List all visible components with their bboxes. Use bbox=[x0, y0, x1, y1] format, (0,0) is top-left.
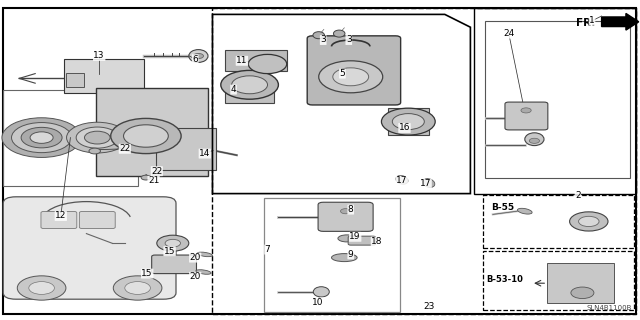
Circle shape bbox=[125, 282, 150, 294]
Circle shape bbox=[333, 68, 369, 86]
Text: 22: 22 bbox=[151, 167, 163, 176]
Circle shape bbox=[571, 287, 594, 299]
Ellipse shape bbox=[197, 252, 212, 257]
Circle shape bbox=[12, 123, 72, 153]
Text: 16: 16 bbox=[399, 124, 410, 132]
Circle shape bbox=[221, 70, 278, 99]
FancyBboxPatch shape bbox=[156, 128, 216, 170]
FancyBboxPatch shape bbox=[96, 88, 208, 176]
FancyArrow shape bbox=[602, 13, 639, 30]
Circle shape bbox=[570, 212, 608, 231]
Circle shape bbox=[29, 282, 54, 294]
Text: 17: 17 bbox=[396, 176, 408, 185]
Circle shape bbox=[579, 216, 599, 227]
Ellipse shape bbox=[89, 148, 100, 154]
Text: 11: 11 bbox=[236, 56, 248, 65]
FancyBboxPatch shape bbox=[547, 263, 614, 303]
Text: 24: 24 bbox=[503, 29, 515, 38]
Text: B-55: B-55 bbox=[492, 204, 515, 212]
FancyBboxPatch shape bbox=[79, 212, 115, 228]
Ellipse shape bbox=[152, 172, 162, 175]
Text: 18: 18 bbox=[371, 237, 383, 246]
FancyBboxPatch shape bbox=[3, 197, 176, 299]
Text: 19: 19 bbox=[349, 232, 361, 241]
FancyBboxPatch shape bbox=[152, 255, 196, 274]
Circle shape bbox=[248, 54, 287, 74]
Ellipse shape bbox=[525, 133, 544, 146]
Circle shape bbox=[157, 235, 189, 251]
Text: 21: 21 bbox=[148, 176, 159, 185]
Text: 6: 6 bbox=[193, 55, 198, 64]
FancyBboxPatch shape bbox=[318, 202, 373, 231]
Text: 14: 14 bbox=[199, 149, 211, 158]
Text: 1: 1 bbox=[589, 16, 595, 25]
Text: 12: 12 bbox=[55, 212, 67, 220]
Text: 17: 17 bbox=[420, 180, 431, 188]
FancyBboxPatch shape bbox=[505, 102, 548, 130]
FancyBboxPatch shape bbox=[64, 59, 144, 93]
FancyBboxPatch shape bbox=[41, 212, 77, 228]
Ellipse shape bbox=[518, 208, 532, 214]
Ellipse shape bbox=[338, 235, 356, 242]
Text: B-53-10: B-53-10 bbox=[486, 275, 524, 284]
FancyBboxPatch shape bbox=[225, 84, 274, 103]
Text: 22: 22 bbox=[119, 144, 131, 153]
Circle shape bbox=[193, 53, 204, 59]
Text: 5: 5 bbox=[340, 69, 345, 78]
FancyBboxPatch shape bbox=[388, 108, 429, 135]
Circle shape bbox=[76, 127, 118, 148]
Circle shape bbox=[2, 118, 81, 157]
Ellipse shape bbox=[189, 50, 208, 62]
Circle shape bbox=[232, 76, 268, 94]
Ellipse shape bbox=[314, 287, 329, 297]
Text: 20: 20 bbox=[189, 253, 201, 262]
Text: 2: 2 bbox=[575, 191, 580, 200]
Text: 3: 3 bbox=[346, 36, 351, 44]
Text: FR.: FR. bbox=[576, 18, 595, 28]
Text: 10: 10 bbox=[312, 298, 324, 307]
Circle shape bbox=[529, 138, 540, 143]
Ellipse shape bbox=[396, 175, 408, 184]
Circle shape bbox=[392, 114, 424, 130]
Text: 23: 23 bbox=[423, 302, 435, 311]
Circle shape bbox=[124, 125, 168, 147]
FancyBboxPatch shape bbox=[348, 236, 376, 245]
Ellipse shape bbox=[333, 30, 345, 37]
Circle shape bbox=[17, 276, 66, 300]
Circle shape bbox=[30, 132, 53, 143]
FancyBboxPatch shape bbox=[225, 50, 287, 71]
Text: 7: 7 bbox=[265, 245, 270, 254]
Circle shape bbox=[319, 61, 383, 93]
Circle shape bbox=[21, 127, 62, 148]
Circle shape bbox=[84, 131, 110, 144]
FancyBboxPatch shape bbox=[307, 36, 401, 105]
Circle shape bbox=[111, 118, 181, 154]
Text: 8: 8 bbox=[348, 205, 353, 214]
Circle shape bbox=[113, 276, 162, 300]
Ellipse shape bbox=[141, 175, 151, 180]
Ellipse shape bbox=[196, 270, 211, 274]
Text: 20: 20 bbox=[189, 272, 201, 281]
Text: 15: 15 bbox=[164, 247, 175, 256]
Text: 9: 9 bbox=[348, 250, 353, 259]
Ellipse shape bbox=[423, 179, 435, 188]
Text: SLN4B1100B: SLN4B1100B bbox=[587, 305, 632, 311]
Circle shape bbox=[340, 209, 351, 214]
Circle shape bbox=[521, 108, 531, 113]
Text: 3: 3 bbox=[321, 36, 326, 44]
Text: 15: 15 bbox=[141, 269, 153, 278]
Circle shape bbox=[381, 108, 435, 135]
FancyBboxPatch shape bbox=[66, 73, 84, 87]
Ellipse shape bbox=[313, 32, 324, 39]
Circle shape bbox=[67, 122, 128, 153]
Text: 13: 13 bbox=[93, 52, 105, 60]
FancyBboxPatch shape bbox=[3, 8, 636, 314]
Circle shape bbox=[165, 239, 180, 247]
Ellipse shape bbox=[332, 253, 357, 262]
Text: 4: 4 bbox=[231, 85, 236, 94]
